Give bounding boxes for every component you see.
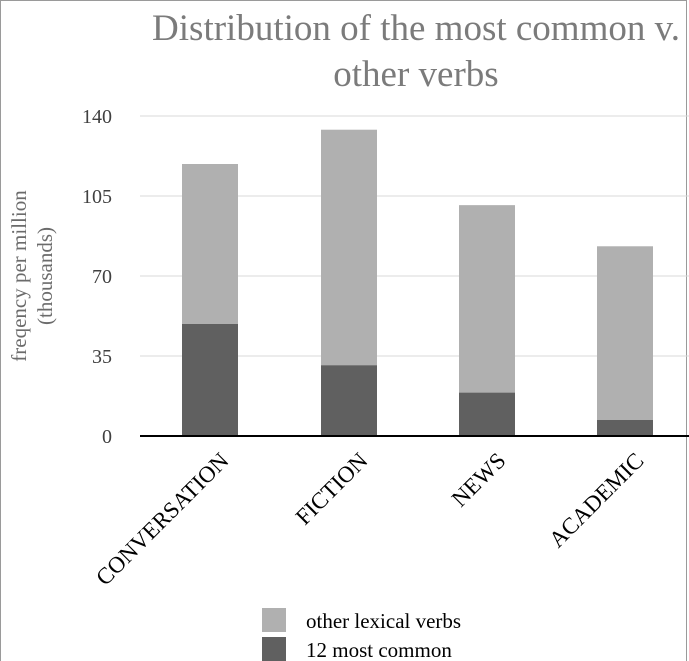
bars <box>182 129 653 436</box>
x-axis-categories: CONVERSATION FICTION NEWS ACADEMIC <box>91 448 648 591</box>
y-tick-label: 35 <box>92 346 112 368</box>
y-axis-label-line: (thousands) <box>33 227 57 325</box>
x-category-label: FICTION <box>291 448 373 530</box>
legend-swatch <box>262 637 286 661</box>
y-tick-label: 140 <box>82 106 112 128</box>
x-category-label: NEWS <box>447 448 511 512</box>
bar-academic-other-lexical-verbs <box>597 246 653 420</box>
x-category-label: CONVERSATION <box>91 448 234 591</box>
chart-title: Distribution of the most common v. other … <box>152 8 680 95</box>
bar-academic-12-most-common <box>597 420 653 436</box>
y-axis-ticks: 0 35 70 105 140 <box>82 106 112 448</box>
legend-label: other lexical verbs <box>306 609 461 633</box>
x-category-label: ACADEMIC <box>544 448 648 552</box>
bar-news-other-lexical-verbs <box>459 205 515 393</box>
y-axis-label-line: freqency per million <box>7 190 31 362</box>
bar-conversation-12-most-common <box>182 324 238 436</box>
y-tick-label: 105 <box>82 186 112 208</box>
legend-label: 12 most common <box>306 638 452 661</box>
bar-fiction-other-lexical-verbs <box>321 129 377 366</box>
chart-title-line: other verbs <box>333 54 498 95</box>
legend: other lexical verbs 12 most common <box>262 608 461 661</box>
y-axis-label: freqency per million (thousands) <box>7 190 57 362</box>
y-tick-label: 0 <box>102 426 112 448</box>
legend-swatch <box>262 608 286 632</box>
y-tick-label: 70 <box>92 266 112 288</box>
bar-fiction-12-most-common <box>321 365 377 436</box>
bar-conversation-other-lexical-verbs <box>182 164 238 324</box>
chart-title-line: Distribution of the most common v. <box>152 8 680 49</box>
bar-news-12-most-common <box>459 392 515 436</box>
